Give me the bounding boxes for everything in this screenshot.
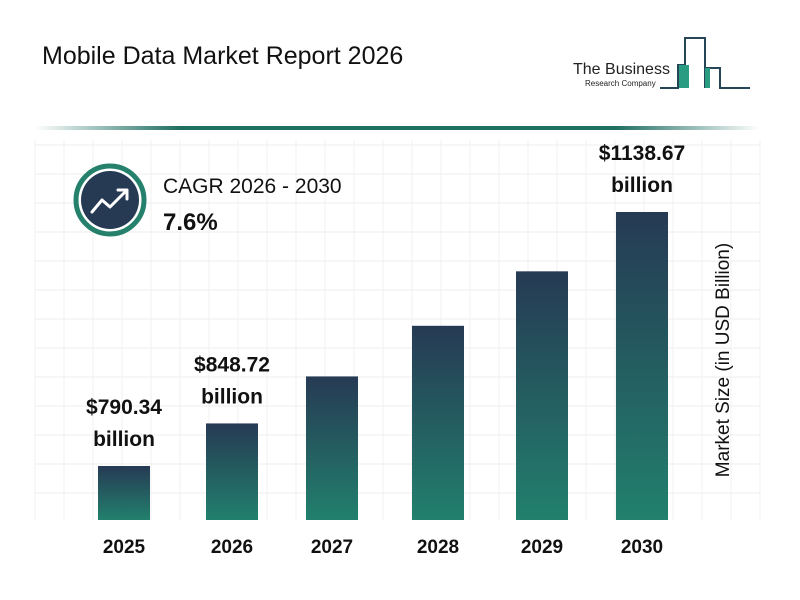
bar-2026 xyxy=(206,423,258,520)
x-tick-label: 2030 xyxy=(621,537,663,558)
data-label-value: $1138.67 xyxy=(599,142,685,165)
bar-2028 xyxy=(412,325,464,520)
x-tick-label: 2026 xyxy=(211,537,253,558)
bar-2030 xyxy=(616,212,668,520)
y-axis-label: Market Size (in USD Billion) xyxy=(713,243,734,477)
bar-2027 xyxy=(306,376,358,520)
x-tick-label: 2027 xyxy=(311,537,353,558)
page-title: Mobile Data Market Report 2026 xyxy=(42,42,404,70)
bar-2029 xyxy=(516,271,568,520)
trending-up-icon xyxy=(90,188,129,214)
cagr-label: CAGR 2026 - 2030 xyxy=(163,175,342,198)
x-tick-label: 2028 xyxy=(417,537,459,558)
logo-line1: The Business xyxy=(573,61,670,78)
data-label-unit: billion xyxy=(93,428,155,451)
logo-graphic: The Business Research Company xyxy=(573,37,750,89)
bar-2025 xyxy=(98,466,150,520)
cagr-badge: CAGR 2026 - 2030 7.6% xyxy=(73,163,342,237)
header-divider xyxy=(35,126,760,130)
company-logo: The Business Research Company xyxy=(565,30,755,95)
data-label-value: $848.72 xyxy=(194,353,270,376)
data-label-unit: billion xyxy=(201,385,263,408)
cagr-value: 7.6% xyxy=(163,209,218,236)
logo-line2: Research Company xyxy=(585,79,656,88)
x-tick-label: 2029 xyxy=(521,537,563,558)
data-label-value: $790.34 xyxy=(86,396,162,419)
x-tick-label: 2025 xyxy=(103,537,146,558)
data-label-unit: billion xyxy=(611,174,673,197)
